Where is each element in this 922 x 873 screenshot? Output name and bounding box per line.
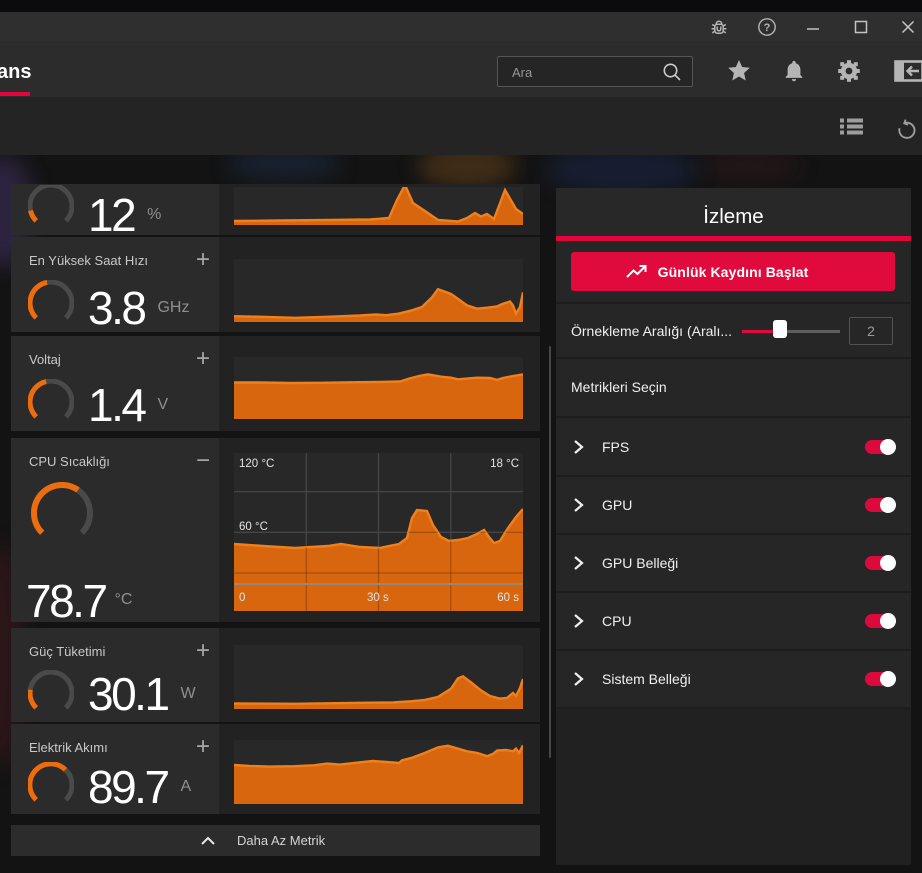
svg-text:?: ?	[764, 22, 771, 34]
